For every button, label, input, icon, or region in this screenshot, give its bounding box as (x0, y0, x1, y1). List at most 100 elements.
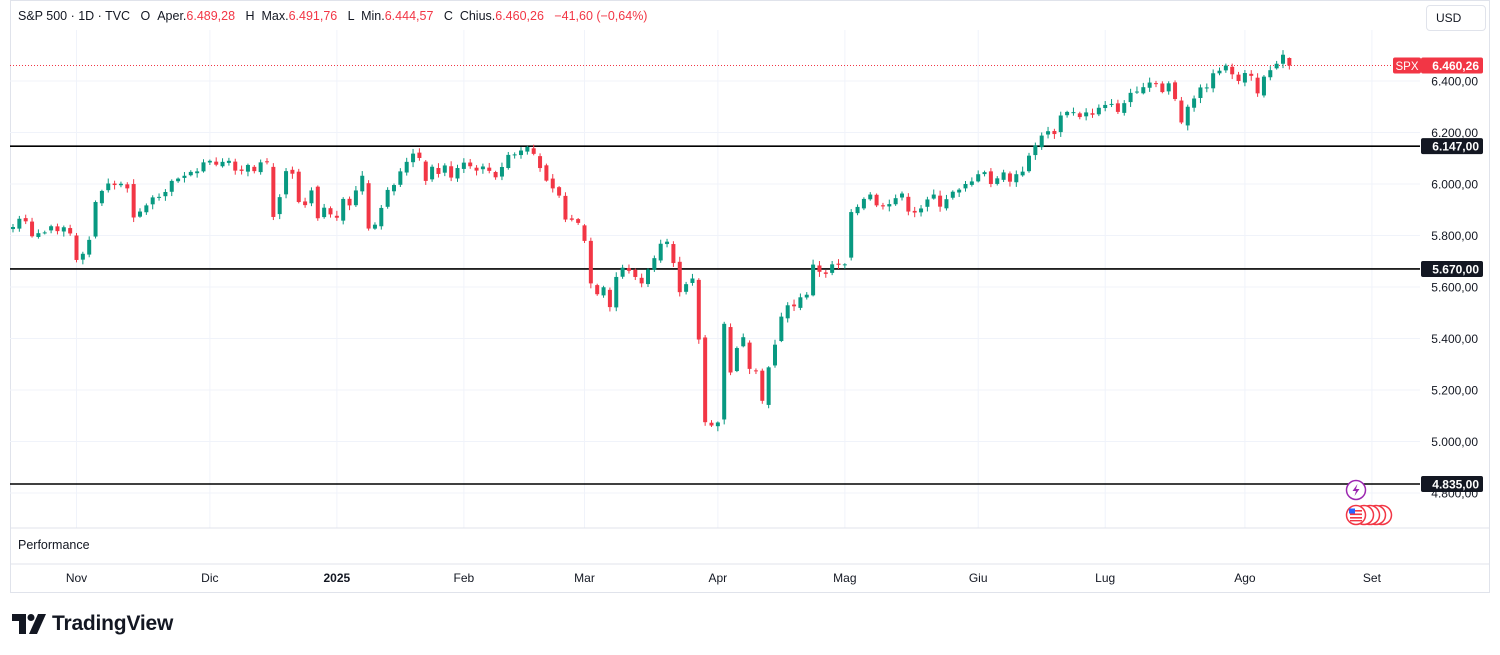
candle-body[interactable] (80, 253, 85, 260)
candle-body[interactable] (385, 189, 390, 207)
candle-body[interactable] (709, 422, 714, 426)
candle-body[interactable] (811, 264, 816, 296)
candle-body[interactable] (1071, 112, 1076, 114)
candle-body[interactable] (646, 269, 650, 285)
candle-body[interactable] (1001, 172, 1006, 180)
candle-body[interactable] (1211, 73, 1216, 89)
candle-body[interactable] (341, 198, 346, 221)
candle-body[interactable] (328, 208, 333, 215)
candle-body[interactable] (188, 171, 193, 176)
candle-body[interactable] (963, 184, 968, 189)
candle-body[interactable] (1173, 82, 1178, 100)
candle-body[interactable] (353, 190, 358, 206)
candle-body[interactable] (17, 218, 22, 229)
candle-body[interactable] (722, 323, 727, 420)
candle-body[interactable] (696, 279, 701, 340)
candle-body[interactable] (258, 162, 263, 173)
candle-body[interactable] (461, 162, 466, 169)
candle-body[interactable] (487, 167, 492, 171)
candle-body[interactable] (157, 196, 162, 198)
candle-body[interactable] (474, 167, 479, 171)
candle-body[interactable] (855, 206, 860, 214)
candle-body[interactable] (480, 166, 485, 170)
candle-body[interactable] (252, 166, 257, 172)
candle-body[interactable] (303, 201, 308, 206)
candle-body[interactable] (1268, 70, 1273, 78)
candle-body[interactable] (690, 278, 695, 283)
candle-body[interactable] (1109, 103, 1114, 105)
candle-body[interactable] (334, 215, 339, 218)
candle-body[interactable] (1039, 135, 1044, 148)
candle-body[interactable] (544, 165, 549, 181)
candle-body[interactable] (68, 228, 73, 234)
candle-body[interactable] (1084, 112, 1089, 117)
candle-body[interactable] (614, 276, 619, 308)
candle-body[interactable] (861, 198, 866, 209)
candle-body[interactable] (1065, 111, 1070, 116)
candle-body[interactable] (468, 162, 473, 167)
candle-body[interactable] (658, 243, 663, 261)
candle-body[interactable] (912, 210, 917, 213)
candle-body[interactable] (728, 327, 733, 373)
candle-body[interactable] (982, 172, 987, 175)
candle-body[interactable] (607, 289, 612, 308)
candle-body[interactable] (1115, 103, 1120, 112)
candle-body[interactable] (1287, 58, 1292, 66)
candle-body[interactable] (792, 304, 797, 307)
candle-body[interactable] (684, 284, 689, 292)
candle-body[interactable] (1128, 92, 1133, 103)
candle-body[interactable] (1077, 113, 1082, 118)
candle-body[interactable] (893, 198, 898, 205)
candle-body[interactable] (753, 370, 758, 372)
candle-body[interactable] (1122, 103, 1127, 113)
candle-body[interactable] (49, 226, 54, 231)
candle-body[interactable] (106, 183, 111, 191)
candle-body[interactable] (1134, 91, 1139, 93)
candle-body[interactable] (23, 218, 28, 222)
candle-body[interactable] (836, 263, 841, 265)
candle-body[interactable] (944, 199, 949, 209)
candle-body[interactable] (442, 165, 447, 173)
candle-body[interactable] (1147, 82, 1152, 88)
candle-body[interactable] (182, 175, 187, 178)
us-flag-icon[interactable] (1345, 504, 1393, 526)
candle-body[interactable] (1242, 73, 1247, 83)
candle-body[interactable] (620, 267, 625, 277)
candle-body[interactable] (995, 178, 1000, 184)
candle-body[interactable] (93, 202, 98, 237)
candle-body[interactable] (220, 161, 225, 167)
candle-body[interactable] (817, 265, 822, 272)
candle-body[interactable] (887, 204, 892, 207)
candle-body[interactable] (550, 178, 555, 189)
candle-body[interactable] (430, 166, 435, 180)
candle-body[interactable] (1198, 87, 1203, 99)
candle-body[interactable] (773, 344, 777, 366)
candle-body[interactable] (741, 337, 746, 347)
candle-body[interactable] (830, 264, 835, 273)
candle-body[interactable] (417, 152, 422, 158)
candle-body[interactable] (125, 184, 130, 189)
candle-body[interactable] (436, 168, 441, 174)
candle-body[interactable] (1261, 76, 1266, 96)
candle-body[interactable] (169, 180, 174, 192)
candle-body[interactable] (931, 194, 936, 199)
candle-body[interactable] (493, 172, 498, 178)
candle-body[interactable] (87, 239, 92, 255)
candle-body[interactable] (760, 370, 765, 401)
candle-body[interactable] (1027, 155, 1031, 172)
candle-body[interactable] (214, 161, 219, 165)
candle-body[interactable] (525, 146, 530, 152)
candle-body[interactable] (868, 194, 873, 200)
candle-body[interactable] (703, 337, 708, 423)
candle-body[interactable] (372, 224, 377, 229)
candle-body[interactable] (582, 225, 587, 241)
candle-body[interactable] (557, 187, 562, 196)
candle-body[interactable] (245, 164, 250, 172)
candle-body[interactable] (322, 207, 327, 218)
candle-body[interactable] (1154, 83, 1158, 85)
candle-body[interactable] (163, 191, 168, 197)
candle-body[interactable] (1166, 83, 1171, 92)
candle-body[interactable] (1192, 98, 1197, 108)
candle-body[interactable] (118, 183, 123, 186)
candle-body[interactable] (392, 185, 396, 192)
